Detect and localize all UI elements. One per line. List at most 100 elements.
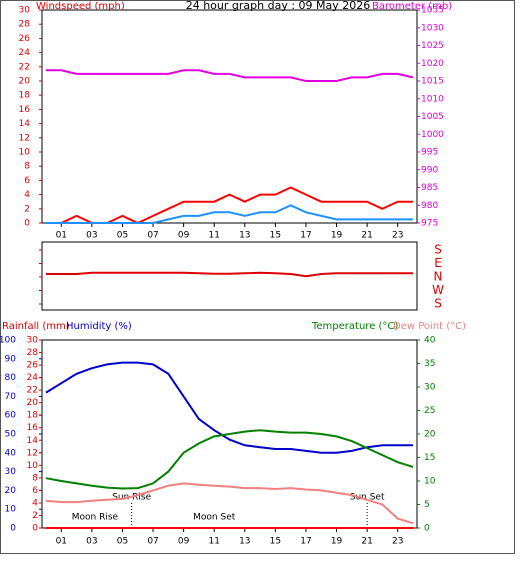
y-tick-label: 14	[27, 436, 39, 446]
y-tick-label: 1000	[421, 130, 444, 140]
x-tick-label: 15	[270, 231, 281, 241]
y-tick-label: 4	[24, 190, 30, 200]
x-tick-label: 19	[331, 231, 343, 241]
y-tick-label: 1020	[421, 59, 444, 69]
event-label: Moon Set	[193, 513, 236, 523]
y-tick-label: 6	[32, 486, 38, 496]
x-tick-label: 23	[392, 537, 403, 547]
x-tick-label: 09	[178, 537, 190, 547]
x-tick-label: 13	[239, 537, 250, 547]
x-tick-label: 07	[147, 537, 158, 547]
y-tick-label: 985	[421, 183, 438, 193]
y-tick-label: 30	[424, 383, 436, 393]
y-tick-label: 10	[27, 461, 39, 471]
y2-axis-label: Barometer (mb)	[372, 1, 452, 12]
y-tick-label: 1015	[421, 77, 444, 87]
y-tick-label: 12	[27, 448, 38, 458]
y-tick-label: 0	[32, 524, 38, 534]
series-line	[45, 482, 414, 525]
x-tick-label: 11	[208, 231, 219, 241]
y-tick-label: 70	[5, 392, 17, 402]
y-tick-label: 30	[19, 6, 31, 16]
y-axis-label: Humidity (%)	[66, 321, 132, 332]
y-tick-label: 60	[5, 411, 17, 421]
y-tick-label: 16	[27, 423, 39, 433]
y-tick-label: 8	[24, 162, 30, 172]
y-tick-label: 22	[19, 62, 30, 72]
y-tick-label: 50	[5, 430, 17, 440]
y-tick-label: N	[434, 270, 443, 284]
series-line	[46, 271, 413, 278]
event-label: Sun Set	[350, 493, 385, 503]
y-tick-label: 4	[32, 498, 38, 508]
x-tick-label: 17	[300, 231, 311, 241]
y-tick-label: 24	[19, 48, 31, 58]
y-tick-label: 20	[5, 486, 17, 496]
y-tick-label: 2	[24, 204, 30, 214]
y-tick-label: 975	[421, 219, 438, 229]
y-tick-label: 18	[27, 411, 39, 421]
y-tick-label: 5	[424, 500, 430, 510]
y-tick-label: 10	[424, 477, 436, 487]
x-tick-label: 05	[117, 231, 128, 241]
x-tick-label: 09	[178, 231, 190, 241]
y-tick-label: 10	[19, 148, 31, 158]
y2b-axis-label: Dew Point (°C)	[393, 321, 466, 332]
x-tick-label: 03	[86, 231, 97, 241]
y-tick-label: S	[434, 297, 442, 311]
y3-axis-label: Rainfall (mm)	[2, 321, 70, 332]
x-tick-label: 01	[56, 231, 67, 241]
y-tick-label: 28	[27, 348, 39, 358]
y-tick-label: 0	[424, 524, 430, 534]
y-tick-label: 20	[27, 398, 39, 408]
y-tick-label: 26	[19, 34, 31, 44]
y-tick-label: 20	[19, 77, 31, 87]
y-tick-label: 90	[5, 354, 17, 364]
x-tick-label: 23	[392, 231, 403, 241]
x-tick-label: 21	[361, 537, 372, 547]
series-line	[45, 429, 414, 490]
y-tick-label: 16	[19, 105, 31, 115]
y-tick-label: 12	[19, 133, 30, 143]
y-tick-label: 980	[421, 201, 438, 211]
y-tick-label: 24	[27, 373, 39, 383]
y-tick-label: E	[434, 256, 442, 270]
y-tick-label: 100	[0, 336, 16, 346]
y2-axis-label: Temperature (°C)	[311, 321, 398, 332]
y-tick-label: 20	[424, 430, 436, 440]
series-line	[46, 69, 414, 82]
y-tick-label: 80	[5, 373, 17, 383]
y-tick-label: 8	[32, 473, 38, 483]
x-tick-label: 13	[239, 231, 250, 241]
y-tick-label: 40	[5, 448, 17, 458]
y-tick-label: 22	[27, 386, 38, 396]
y-tick-label: S	[434, 243, 442, 257]
x-tick-label: 05	[117, 537, 128, 547]
x-tick-label: 03	[86, 537, 97, 547]
y-tick-label: 1005	[421, 112, 444, 122]
y-tick-label: 1025	[421, 41, 444, 51]
series-line	[45, 361, 413, 454]
plot-area	[41, 241, 418, 311]
y-tick-label: 25	[424, 406, 435, 416]
y-tick-label: 990	[421, 165, 438, 175]
y-tick-label: 18	[19, 91, 31, 101]
y-tick-label: 40	[424, 336, 436, 346]
y-tick-label: 10	[5, 505, 17, 515]
y-tick-label: 30	[5, 467, 17, 477]
x-tick-label: 17	[300, 537, 311, 547]
x-tick-label: 21	[361, 231, 372, 241]
y-tick-label: 28	[19, 20, 31, 30]
y-tick-label: 2	[32, 511, 38, 521]
y-tick-label: 15	[424, 453, 435, 463]
y-tick-label: 1035	[421, 6, 444, 16]
y-tick-label: 35	[424, 359, 435, 369]
chart-title: 24 hour graph day : 09 May 2026	[186, 0, 371, 12]
y-tick-label: W	[432, 283, 444, 297]
event-label: Moon Rise	[72, 513, 119, 523]
x-tick-label: 15	[270, 537, 281, 547]
x-tick-label: 19	[331, 537, 343, 547]
y-tick-label: 14	[19, 119, 31, 129]
x-tick-label: 01	[56, 537, 67, 547]
